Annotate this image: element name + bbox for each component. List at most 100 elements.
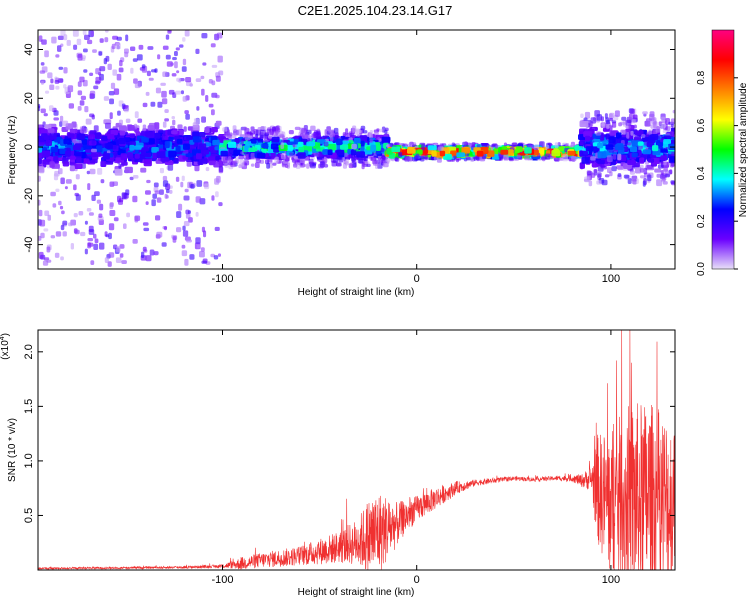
heatmap-cell bbox=[58, 200, 62, 206]
heatmap-cell bbox=[162, 71, 168, 77]
heatmap-cell bbox=[168, 89, 175, 95]
heatmap-cell bbox=[608, 149, 615, 153]
heatmap-cell bbox=[77, 106, 82, 111]
heatmap-cell bbox=[514, 149, 520, 154]
heatmap-cell bbox=[580, 162, 584, 170]
heatmap-cell bbox=[669, 156, 675, 162]
heatmap-cell bbox=[181, 244, 186, 249]
heatmap-cell bbox=[88, 225, 94, 232]
heatmap-cell bbox=[294, 126, 301, 130]
heatmap-cell bbox=[175, 90, 181, 95]
heatmap-cell bbox=[95, 76, 102, 84]
heatmap-cell bbox=[108, 252, 115, 258]
heatmap-cell bbox=[214, 178, 220, 185]
heatmap-cell bbox=[132, 239, 138, 244]
heatmap-cell bbox=[50, 78, 54, 84]
heatmap-cell bbox=[384, 129, 388, 135]
heatmap-cell bbox=[420, 156, 425, 162]
heatmap-cell bbox=[660, 170, 664, 175]
heatmap-cell bbox=[244, 134, 251, 141]
heatmap-cell bbox=[60, 224, 65, 231]
heatmap-cell bbox=[487, 150, 495, 157]
heatmap-cell bbox=[182, 225, 186, 231]
heatmap-cell bbox=[162, 121, 167, 128]
heatmap-cell bbox=[87, 183, 91, 191]
heatmap-cell bbox=[218, 165, 224, 173]
heatmap-cell bbox=[160, 82, 166, 86]
heatmap-cell bbox=[134, 216, 139, 223]
heatmap-cell bbox=[260, 126, 267, 130]
heatmap-cell bbox=[634, 166, 642, 174]
heatmap-cell bbox=[562, 154, 568, 162]
heatmap-cell bbox=[381, 136, 391, 143]
heatmap-cell bbox=[50, 235, 56, 239]
heatmap-cell bbox=[212, 139, 221, 146]
heatmap-cell bbox=[157, 101, 163, 108]
heatmap-cell bbox=[80, 231, 86, 237]
heatmap-cell bbox=[147, 125, 155, 131]
heatmap-cell bbox=[178, 203, 183, 211]
heatmap-cell bbox=[141, 136, 149, 143]
heatmap-cell bbox=[115, 257, 122, 263]
heatmap-cell bbox=[200, 247, 205, 252]
x-tick-label: -100 bbox=[211, 273, 233, 285]
heatmap-cell bbox=[119, 197, 124, 203]
heatmap-cell bbox=[609, 112, 615, 118]
heatmap-cell bbox=[571, 156, 577, 162]
heatmap-cell bbox=[342, 140, 350, 146]
heatmap-cell bbox=[597, 159, 605, 165]
heatmap-cell bbox=[238, 144, 243, 148]
heatmap-cell bbox=[606, 119, 611, 125]
heatmap-cell bbox=[315, 132, 321, 138]
heatmap-cell bbox=[146, 179, 151, 184]
heatmap-cell bbox=[73, 184, 77, 191]
heatmap-cell bbox=[217, 55, 223, 63]
heatmap-cell bbox=[91, 114, 95, 120]
heatmap-cell bbox=[141, 64, 146, 69]
heatmap-cell bbox=[98, 51, 103, 56]
heatmap-cell bbox=[112, 35, 118, 40]
heatmap-cell bbox=[49, 84, 55, 90]
heatmap-cell bbox=[164, 226, 167, 231]
heatmap-cell bbox=[112, 69, 118, 76]
heatmap-cell bbox=[579, 120, 589, 128]
heatmap-cell bbox=[164, 193, 168, 199]
heatmap-cell bbox=[590, 156, 596, 161]
heatmap-cell bbox=[340, 144, 349, 150]
heatmap-cell bbox=[84, 34, 90, 40]
heatmap-cell bbox=[91, 194, 96, 201]
heatmap-cell bbox=[132, 175, 139, 179]
heatmap-cell bbox=[614, 144, 624, 150]
heatmap-cell bbox=[196, 153, 202, 160]
heatmap-cell bbox=[581, 157, 591, 164]
heatmap-cell bbox=[103, 96, 109, 101]
heatmap-cell bbox=[144, 152, 152, 158]
heatmap-cell bbox=[172, 236, 177, 243]
heatmap-cell bbox=[569, 144, 574, 148]
heatmap-cell bbox=[185, 213, 191, 219]
heatmap-cell bbox=[186, 239, 192, 243]
heatmap-cell bbox=[103, 58, 107, 65]
heatmap-cell bbox=[359, 135, 368, 142]
heatmap-cell bbox=[601, 122, 605, 129]
heatmap-cell bbox=[100, 160, 107, 167]
heatmap-cell bbox=[629, 114, 633, 118]
heatmap-cell bbox=[112, 181, 118, 186]
heatmap-cell bbox=[656, 125, 661, 133]
heatmap-cell bbox=[84, 106, 89, 113]
heatmap-cell bbox=[631, 152, 638, 158]
heatmap-cell bbox=[161, 90, 167, 98]
heatmap-cell bbox=[250, 130, 256, 135]
heatmap-cell bbox=[83, 69, 88, 73]
heatmap-cell bbox=[284, 164, 289, 168]
heatmap-cell bbox=[654, 168, 662, 173]
heatmap-cell bbox=[613, 153, 617, 160]
heatmap-cell bbox=[407, 148, 416, 154]
heatmap-cell bbox=[172, 57, 177, 61]
snr-y-axis-label: SNR (10 * v/v) bbox=[7, 418, 18, 482]
heatmap-cell bbox=[541, 155, 546, 162]
heatmap-cell bbox=[84, 248, 88, 255]
heatmap-cell bbox=[215, 155, 222, 161]
heatmap-cell bbox=[113, 88, 120, 95]
heatmap-cell bbox=[398, 151, 403, 158]
